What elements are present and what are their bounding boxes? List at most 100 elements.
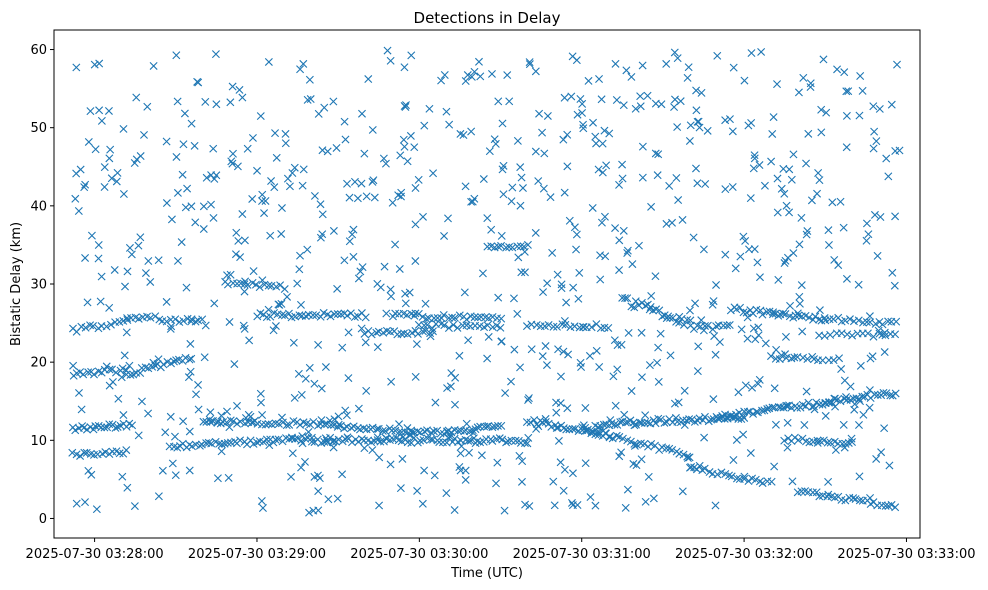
detection-marker: [136, 233, 145, 242]
detection-marker: [654, 343, 663, 352]
detection-marker: [469, 428, 478, 437]
detection-marker: [641, 411, 650, 420]
detection-marker: [372, 328, 381, 337]
detection-marker: [186, 367, 195, 376]
detection-marker: [453, 323, 462, 332]
detection-marker: [228, 149, 237, 158]
detection-marker: [310, 379, 319, 388]
detection-marker: [619, 101, 628, 110]
detection-marker: [674, 196, 683, 205]
detection-marker: [834, 261, 843, 270]
detection-marker: [840, 376, 849, 385]
detection-marker: [781, 350, 790, 359]
detection-marker: [782, 201, 791, 210]
detection-marker: [736, 252, 745, 261]
detection-marker: [790, 353, 799, 362]
detection-marker: [72, 499, 81, 508]
detection-marker: [553, 322, 561, 331]
detection-marker: [869, 144, 878, 153]
detection-marker: [575, 268, 584, 277]
detection-marker: [670, 48, 679, 57]
detection-marker: [187, 119, 196, 128]
detection-marker: [294, 369, 303, 378]
detection-marker: [207, 200, 215, 209]
detection-marker: [782, 401, 791, 410]
detection-marker: [105, 381, 114, 390]
detection-marker: [526, 418, 535, 427]
detection-marker: [162, 199, 171, 208]
detection-marker: [760, 181, 769, 190]
detection-marker: [855, 496, 864, 505]
detection-marker: [368, 177, 377, 186]
detection-marker: [123, 267, 132, 276]
detection-marker: [209, 213, 218, 222]
detection-marker: [574, 294, 583, 303]
detection-marker: [766, 352, 775, 361]
detection-marker: [806, 79, 815, 88]
detection-marker: [280, 285, 289, 294]
detection-marker: [815, 176, 824, 185]
detection-marker: [149, 61, 158, 70]
detection-marker: [562, 298, 571, 307]
detection-marker: [74, 388, 83, 397]
detection-marker: [387, 377, 396, 386]
detection-marker: [738, 411, 747, 420]
detection-marker: [817, 105, 826, 114]
detection-marker: [243, 280, 252, 289]
detection-marker: [397, 329, 406, 338]
detection-marker: [173, 256, 182, 265]
detection-marker: [715, 338, 724, 347]
detection-marker: [500, 506, 509, 515]
detection-marker: [712, 322, 721, 331]
x-tick-label: 2025-07-30 03:29:00: [188, 547, 326, 562]
detection-marker: [831, 446, 840, 455]
detection-marker: [560, 188, 569, 197]
detection-marker: [725, 471, 734, 480]
detection-marker: [579, 120, 587, 129]
detection-marker: [275, 300, 284, 309]
detection-marker: [258, 190, 267, 199]
detection-marker: [750, 154, 759, 163]
detection-marker: [84, 368, 93, 377]
y-tick-label: 10: [30, 434, 47, 449]
detection-marker: [405, 430, 414, 439]
detection-marker: [736, 303, 745, 312]
detection-marker: [604, 324, 613, 333]
detection-marker: [508, 243, 517, 252]
detection-marker: [437, 76, 446, 85]
detection-marker: [353, 312, 362, 321]
detection-marker: [814, 168, 823, 177]
detection-marker: [473, 313, 482, 322]
detection-marker: [91, 422, 100, 431]
detection-marker: [612, 431, 621, 440]
detection-marker: [213, 417, 222, 426]
detection-marker: [516, 363, 525, 372]
detection-marker: [747, 118, 756, 127]
detection-marker: [672, 317, 681, 326]
detection-marker: [127, 250, 136, 259]
detection-marker: [333, 310, 342, 319]
detection-marker: [628, 260, 637, 269]
detection-marker: [345, 237, 354, 246]
detection-marker: [182, 283, 191, 292]
detection-marker: [440, 231, 449, 240]
detection-marker: [149, 358, 158, 367]
detection-marker: [207, 439, 216, 448]
detection-marker: [226, 416, 235, 425]
detection-marker: [333, 284, 342, 293]
detection-marker: [310, 191, 319, 200]
detection-marker: [191, 317, 200, 326]
detection-marker: [454, 426, 463, 435]
detection-marker: [678, 487, 687, 496]
detection-marker: [794, 436, 803, 445]
detection-marker: [202, 173, 211, 182]
detection-marker: [361, 338, 370, 347]
detection-marker: [396, 151, 405, 160]
detection-marker: [378, 426, 387, 435]
detection-marker: [398, 454, 407, 463]
detection-marker: [845, 315, 854, 324]
detection-marker: [781, 332, 790, 341]
detection-marker: [354, 404, 363, 413]
detection-marker: [685, 136, 694, 145]
detection-marker: [751, 335, 760, 344]
